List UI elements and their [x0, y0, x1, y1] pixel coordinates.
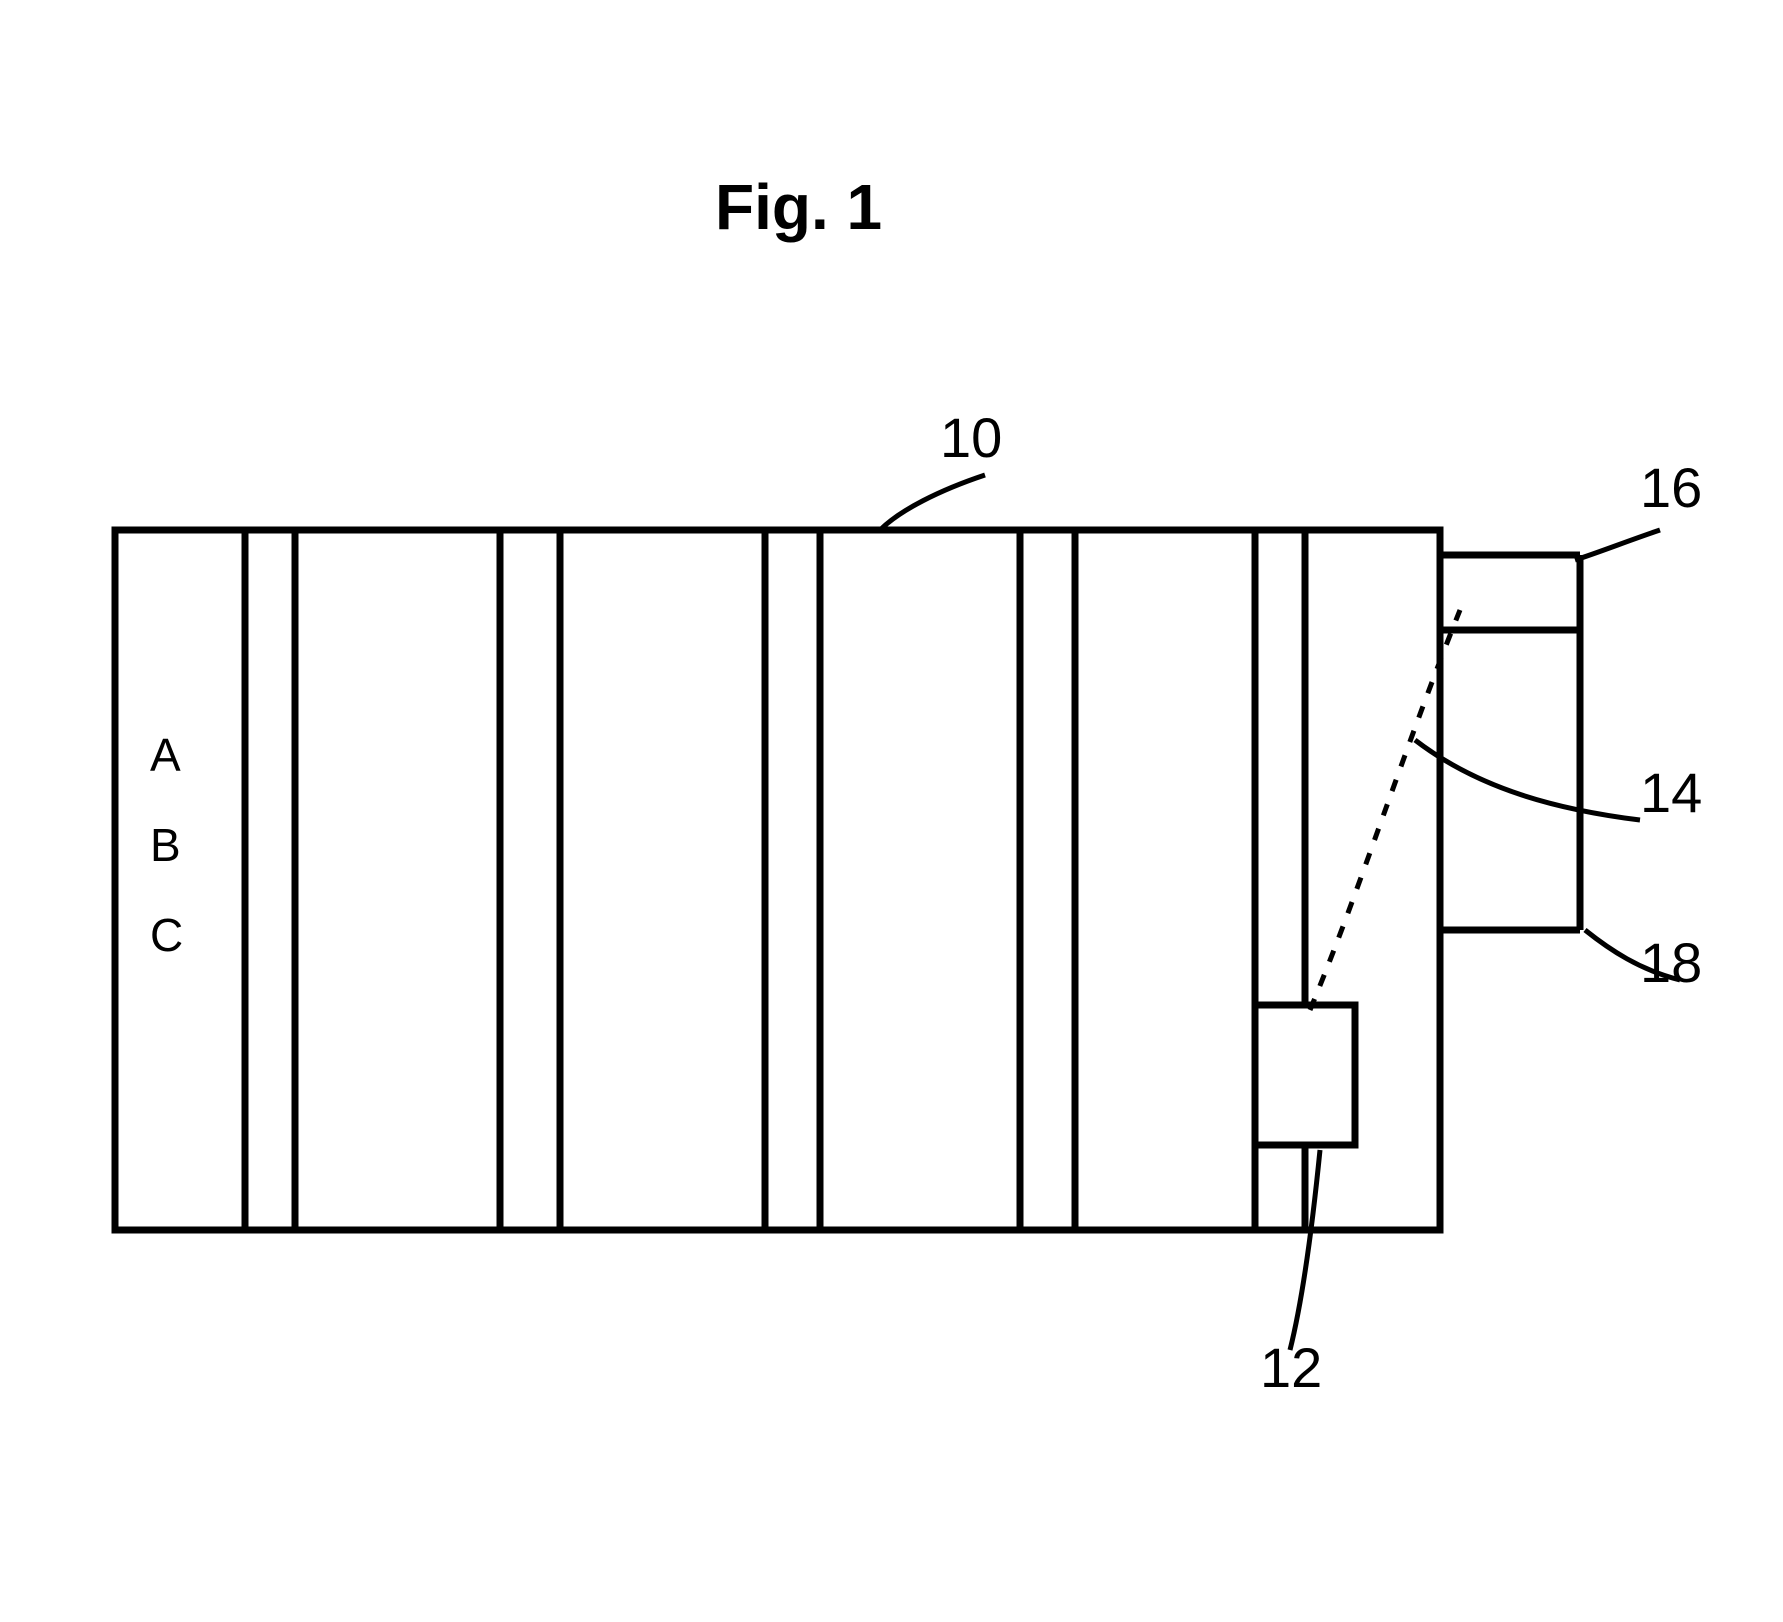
- bottom-attach-18: [1440, 630, 1580, 930]
- label-10: 10: [940, 405, 1002, 470]
- label-12: 12: [1260, 1335, 1322, 1400]
- leader-10: [880, 475, 985, 530]
- label-14: 14: [1640, 760, 1702, 825]
- label-16: 16: [1640, 455, 1702, 520]
- label-18: 18: [1640, 930, 1702, 995]
- top-attach-16: [1440, 555, 1580, 630]
- container-rect: [115, 530, 1440, 1230]
- ribs-group: [245, 530, 1305, 1230]
- side-letters: A B C: [150, 710, 183, 980]
- figure-svg: [0, 0, 1783, 1622]
- leader-14: [1415, 740, 1640, 820]
- leader-16: [1575, 530, 1660, 560]
- inner-box-12: [1255, 1005, 1355, 1145]
- figure-page: Fig. 1: [0, 0, 1783, 1622]
